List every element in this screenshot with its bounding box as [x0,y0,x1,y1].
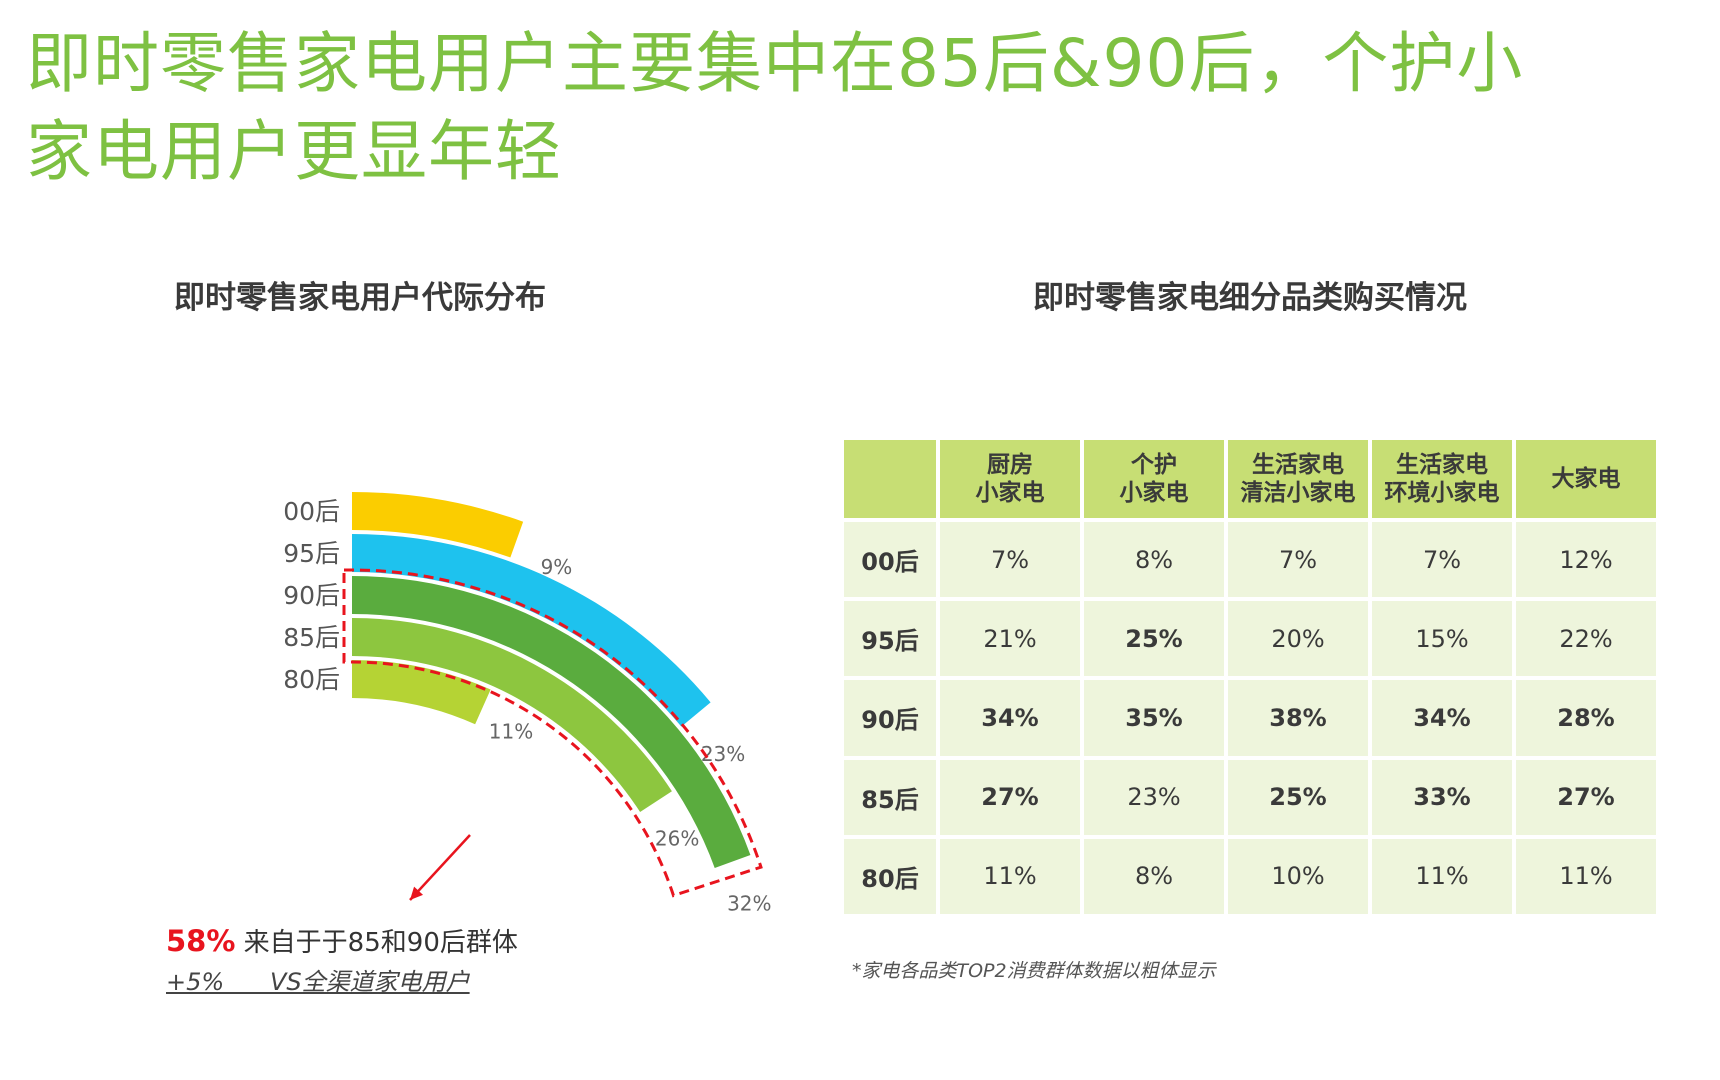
column-header: 个护 小家电 [1084,440,1224,518]
value-label: 9% [541,555,573,579]
category-label: 90后 [283,581,340,610]
table-cell: 20% [1228,601,1368,677]
table-cell: 28% [1516,680,1656,756]
table-cell: 27% [940,759,1080,835]
table-cell: 34% [940,680,1080,756]
callout-text: 来自于于85和90后群体 [235,928,518,958]
value-label: 11% [489,720,533,744]
slide-title-line2: 家电用户更显年轻 [26,113,562,190]
category-purchase-table: 厨房 小家电 个护 小家电 生活家电 清洁小家电 生活家电 环境小家电 大家电 00后 7% 8% 7… [840,436,1660,918]
category-label: 80后 [283,665,340,694]
row-label: 80后 [844,838,936,914]
table-cell: 11% [1372,838,1512,914]
value-label: 32% [727,891,771,915]
slide-title-line1: 即时零售家电用户主要集中在85后&90后，个护小 [26,25,1524,102]
table-cell: 35% [1084,680,1224,756]
table-footnote: *家电各品类TOP2消费群体数据以粗体显示 [852,960,1216,982]
row-label: 85后 [844,759,936,835]
table-cell: 12% [1516,522,1656,598]
table-cell: 10% [1228,838,1368,914]
table-row: 85后 27% 23% 25% 33% 27% [844,759,1656,835]
band-90后 [352,576,751,868]
table-cell: 25% [1084,601,1224,677]
table-row: 80后 11% 8% 10% 11% 11% [844,838,1656,914]
generation-chart-title: 即时零售家电用户代际分布 [174,280,546,316]
table-cell: 11% [1516,838,1656,914]
column-header: 厨房 小家电 [940,440,1080,518]
callout-main: 58% 来自于于85和90后群体 [166,922,518,959]
table-corner-cell [844,440,936,518]
table-row: 90后 34% 35% 38% 34% 28% [844,680,1656,756]
table-cell: 7% [940,522,1080,598]
table-cell: 21% [940,601,1080,677]
table-row: 00后 7% 8% 7% 7% 12% [844,522,1656,598]
band-85后 [352,618,672,813]
band-95后 [352,534,711,727]
category-label: 95后 [283,539,340,568]
row-label: 90后 [844,680,936,756]
column-header: 生活家电 清洁小家电 [1228,440,1368,518]
table-cell: 15% [1372,601,1512,677]
table-cell: 27% [1516,759,1656,835]
value-label: 26% [655,826,699,850]
table-cell: 7% [1372,522,1512,598]
category-table-title: 即时零售家电细分品类购买情况 [1033,280,1467,316]
table-cell: 34% [1372,680,1512,756]
band-00后 [352,492,524,558]
row-label: 00后 [844,522,936,598]
table-cell: 22% [1516,601,1656,677]
table-cell: 8% [1084,838,1224,914]
column-header: 生活家电 环境小家电 [1372,440,1512,518]
band-80后 [352,660,491,725]
table-cell: 7% [1228,522,1368,598]
table-cell: 38% [1228,680,1368,756]
row-label: 95后 [844,601,936,677]
table-cell: 8% [1084,522,1224,598]
highlight-outline [342,568,763,898]
category-label: 85后 [283,623,340,652]
table-cell: 25% [1228,759,1368,835]
table-cell: 11% [940,838,1080,914]
value-label: 23% [701,742,745,766]
callout-percent: 58% [166,924,236,958]
column-header: 大家电 [1516,440,1656,518]
callout-arrow-line [409,834,471,901]
table-body: 00后 7% 8% 7% 7% 12% 95后 21% 25% 20% 15% 22% 90后 34% 35… [844,522,1656,914]
table-row: 95后 21% 25% 20% 15% 22% [844,601,1656,677]
slide-title: 即时零售家电用户主要集中在85后&90后，个护小 家电用户更显年轻 [26,20,1646,196]
table-cell: 33% [1372,759,1512,835]
table-cell: 23% [1084,759,1224,835]
category-label: 00后 [283,497,340,526]
callout-arrow-head [410,886,424,900]
table-header-row: 厨房 小家电 个护 小家电 生活家电 清洁小家电 生活家电 环境小家电 大家电 [844,440,1656,518]
callout-comparison: +5% VS全渠道家电用户 [166,968,470,996]
